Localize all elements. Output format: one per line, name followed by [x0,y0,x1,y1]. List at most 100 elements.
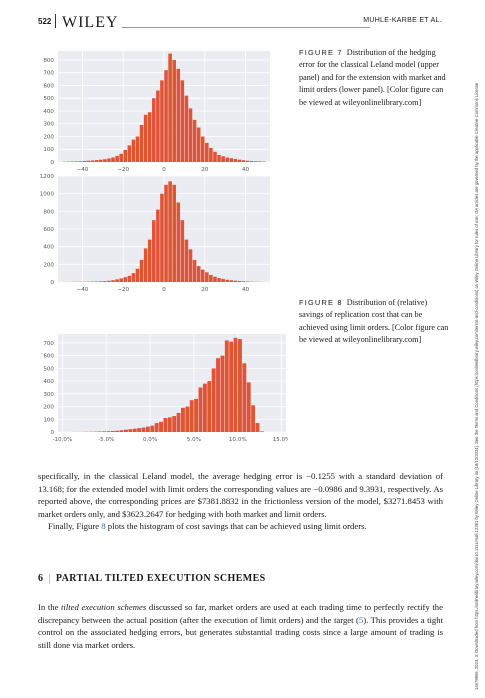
paragraph-tilted: In the tilted execution schemes discusse… [38,601,443,651]
x-tick-label: −20 [117,287,129,293]
x-tick-label: 15.0% [273,437,288,443]
histogram-bar [115,279,119,282]
histogram-bar [225,157,229,162]
histogram-bar [152,98,156,162]
y-tick-label: 200 [43,405,54,411]
histogram-bar [253,161,258,162]
x-tick-label: −40 [77,167,89,173]
y-tick-label: 1000 [40,192,55,198]
histogram-bar [119,153,123,162]
y-tick-label: 200 [43,134,54,140]
paragraph-results: specifically, in the classical Leland mo… [38,471,443,519]
histogram-bar [147,112,152,162]
histogram-bar [221,278,225,282]
histogram-bar [167,417,172,432]
y-tick-label: 300 [43,122,54,128]
x-tick-label: 40 [242,287,250,293]
histogram-bar [110,430,115,432]
y-tick-label: 800 [43,209,54,215]
histogram-bar [180,80,185,162]
histogram-bar [137,428,142,432]
histogram-bar [220,355,225,432]
y-tick-label: 1200 [40,174,55,180]
download-notice: 14679965, 2023, 3, Downloaded from https… [474,82,479,690]
histogram-bar [200,136,205,162]
histogram-bar [205,142,209,162]
y-tick-label: 100 [43,417,54,423]
paragraph-tilted-b: discussed so far, market orders are used… [38,602,443,625]
histogram-bar [213,276,217,282]
histogram-bar [132,428,137,432]
x-tick-label: 0.0% [143,437,157,443]
histogram-bar [150,425,155,432]
histogram-bar [168,181,172,282]
x-tick-label: 40 [242,167,250,173]
paragraph-tilted-c: ). This provides a tight control on the … [38,614,444,650]
figure7-lower-histogram: 0 200 400 600 800 1000 1200 −40 −20 0 20 40 [36,172,274,296]
histogram-bar [94,160,99,162]
histogram-bar [111,280,115,282]
y-tick-label: 800 [43,58,54,64]
histogram-bar [192,259,197,282]
histogram-bar [237,280,242,282]
publisher-logo: WILEY [62,14,119,31]
histogram-bar [145,426,150,432]
histogram-bar [124,429,128,432]
figure8-label: FIGURE 8 [299,298,343,307]
histogram-bar [159,421,163,432]
x-tick-label: -5.0% [98,437,114,443]
y-tick-label: 400 [43,379,54,385]
page-number: 522 [38,17,52,26]
histogram-bar [233,158,238,162]
histogram-bar [107,158,111,162]
histogram-bar [123,277,128,282]
figure8-link[interactable]: 8 [101,521,106,532]
histogram-bar [196,266,201,282]
y-tick-label: 100 [43,147,54,153]
histogram-bar [216,358,220,432]
histogram-bar [97,431,102,432]
histogram-bar [172,416,177,432]
histogram-bar [115,155,119,162]
y-tick-label: 200 [43,262,54,268]
y-tick-label: 400 [43,109,54,115]
histogram-bar [160,193,164,282]
equation-5-link[interactable]: 5 [358,614,364,625]
paragraph-tilted-em: tilted execution schemes [61,602,147,612]
histogram-bar [70,161,75,162]
figure8-caption: FIGURE 8 Distribution of (relative) savi… [299,297,449,347]
histogram-bar [131,273,136,282]
figure7-caption: FIGURE 7 Distribution of the hedging err… [299,47,449,109]
histogram-bar [154,423,159,432]
histogram-bar [233,337,238,432]
histogram-bar [188,249,193,282]
section-separator: | [48,573,51,584]
histogram-bar [90,160,95,162]
histogram-bar [103,159,107,162]
histogram-bar [128,429,133,432]
histogram-bar [164,184,168,282]
histogram-bar [245,281,250,282]
histogram-bar [176,202,181,282]
histogram-bar [229,341,234,432]
y-tick-label: 500 [43,96,54,102]
histogram-bar [221,156,225,162]
histogram-bar [205,272,209,282]
histogram-bar [184,95,189,162]
histogram-bar [107,280,111,282]
histogram-bar [181,407,185,432]
histogram-bar [233,280,238,282]
x-tick-label: 20 [201,167,209,173]
histogram-bar [224,340,229,432]
histogram-bar [259,431,264,432]
y-tick-label: 0 [50,280,54,286]
body-paragraphs: specifically, in the classical Leland mo… [38,470,443,533]
section-title: PARTIAL TILTED EXECUTION SCHEMES [55,573,266,584]
histogram-bar [246,382,251,432]
x-tick-label: 0 [162,287,166,293]
histogram-bar [207,381,212,432]
x-tick-label: 0 [162,167,166,173]
running-head-authors: MUHLE-KARBE ET AL. [363,17,442,24]
histogram-bar [123,149,128,162]
figure8-histogram: 0 100 200 300 400 500 600 700 -10.0% -5.0% 0.0% 5.0… [36,330,288,446]
